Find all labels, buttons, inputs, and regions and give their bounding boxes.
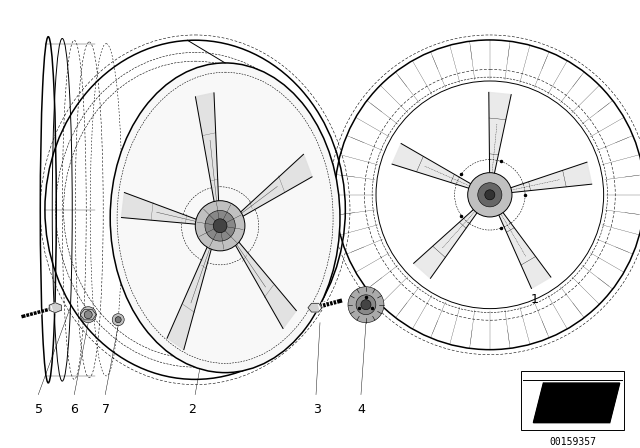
Polygon shape (392, 143, 472, 189)
Polygon shape (195, 93, 219, 204)
Text: 00159357: 00159357 (549, 437, 596, 447)
Ellipse shape (213, 219, 227, 233)
Polygon shape (489, 92, 511, 175)
Circle shape (348, 287, 384, 323)
Polygon shape (533, 383, 620, 422)
Polygon shape (234, 240, 296, 328)
Polygon shape (413, 208, 478, 278)
Text: 3: 3 (313, 403, 321, 416)
Polygon shape (498, 211, 551, 289)
Circle shape (112, 314, 124, 326)
Circle shape (356, 295, 376, 314)
Text: 6: 6 (70, 403, 78, 416)
Circle shape (477, 183, 502, 207)
Ellipse shape (205, 211, 236, 241)
Ellipse shape (110, 63, 340, 373)
Circle shape (361, 300, 371, 310)
Circle shape (115, 317, 121, 323)
Text: 5: 5 (35, 403, 43, 416)
Text: 7: 7 (102, 403, 110, 416)
Polygon shape (122, 193, 199, 224)
Text: 4: 4 (358, 403, 365, 416)
Circle shape (80, 307, 96, 323)
Polygon shape (49, 303, 61, 313)
Text: 1: 1 (531, 293, 538, 306)
Bar (522, 371, 624, 430)
Polygon shape (167, 245, 212, 349)
Polygon shape (509, 162, 592, 193)
Circle shape (468, 172, 512, 217)
Text: 2: 2 (188, 403, 196, 416)
Polygon shape (239, 155, 312, 218)
Circle shape (484, 190, 495, 200)
Circle shape (84, 311, 92, 319)
Polygon shape (308, 303, 322, 312)
Ellipse shape (195, 201, 245, 251)
